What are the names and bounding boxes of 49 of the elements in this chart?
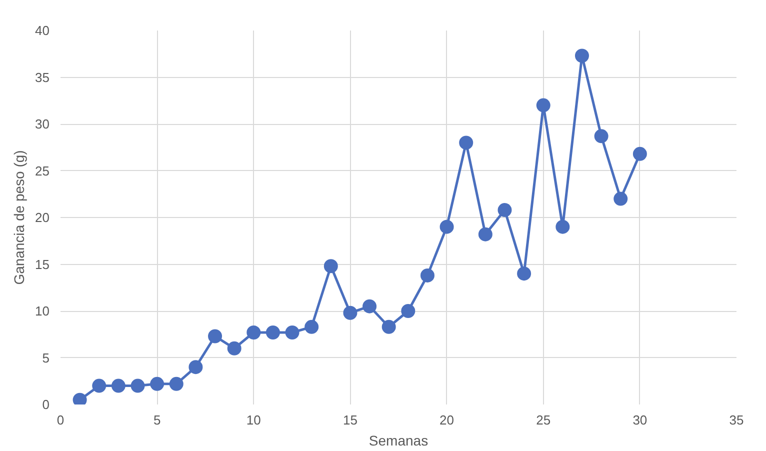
point bbox=[150, 376, 164, 391]
x-tick-label: 30 bbox=[632, 412, 648, 428]
point bbox=[304, 320, 319, 334]
x-axis-title: Semanas bbox=[368, 432, 428, 448]
x-tick-label: 5 bbox=[153, 412, 161, 428]
point bbox=[420, 268, 434, 282]
point bbox=[556, 220, 570, 234]
y-tick-label: 15 bbox=[35, 256, 50, 272]
point bbox=[343, 306, 358, 320]
point bbox=[130, 378, 145, 393]
x-tick-label: 20 bbox=[440, 412, 454, 428]
point bbox=[517, 266, 532, 281]
point bbox=[536, 98, 550, 112]
point bbox=[169, 376, 184, 391]
point bbox=[459, 136, 474, 150]
point bbox=[92, 378, 106, 393]
point bbox=[440, 220, 454, 234]
x-tick-label: 35 bbox=[729, 412, 744, 428]
point bbox=[401, 304, 416, 318]
y-tick-label: 30 bbox=[35, 116, 50, 132]
point bbox=[324, 259, 338, 274]
x-tick-label: 10 bbox=[246, 412, 261, 428]
y-tick-label: 25 bbox=[35, 163, 50, 178]
point bbox=[266, 326, 280, 340]
point bbox=[594, 129, 608, 144]
y-axis-title: Ganancia de peso (g) bbox=[11, 150, 28, 285]
point bbox=[188, 360, 203, 374]
y-tick-label: 35 bbox=[35, 70, 50, 85]
point bbox=[574, 48, 589, 63]
y-tick-label: 0 bbox=[42, 397, 50, 412]
x-tick-label: 15 bbox=[342, 412, 358, 428]
point bbox=[227, 341, 242, 356]
point bbox=[285, 326, 300, 340]
point bbox=[362, 299, 377, 314]
y-tick-label: 5 bbox=[42, 350, 50, 366]
point bbox=[208, 329, 222, 344]
x-tick-label: 0 bbox=[56, 412, 64, 428]
point bbox=[614, 192, 628, 206]
point bbox=[72, 392, 87, 404]
point bbox=[111, 378, 126, 393]
point bbox=[498, 203, 512, 218]
point bbox=[478, 227, 492, 242]
y-tick-label: 40 bbox=[35, 23, 50, 38]
y-tick-label: 10 bbox=[35, 304, 50, 318]
point bbox=[632, 146, 647, 161]
y-tick-label: 20 bbox=[35, 210, 50, 225]
point bbox=[382, 320, 396, 334]
x-tick-label: 25 bbox=[536, 412, 551, 428]
point bbox=[246, 326, 261, 340]
